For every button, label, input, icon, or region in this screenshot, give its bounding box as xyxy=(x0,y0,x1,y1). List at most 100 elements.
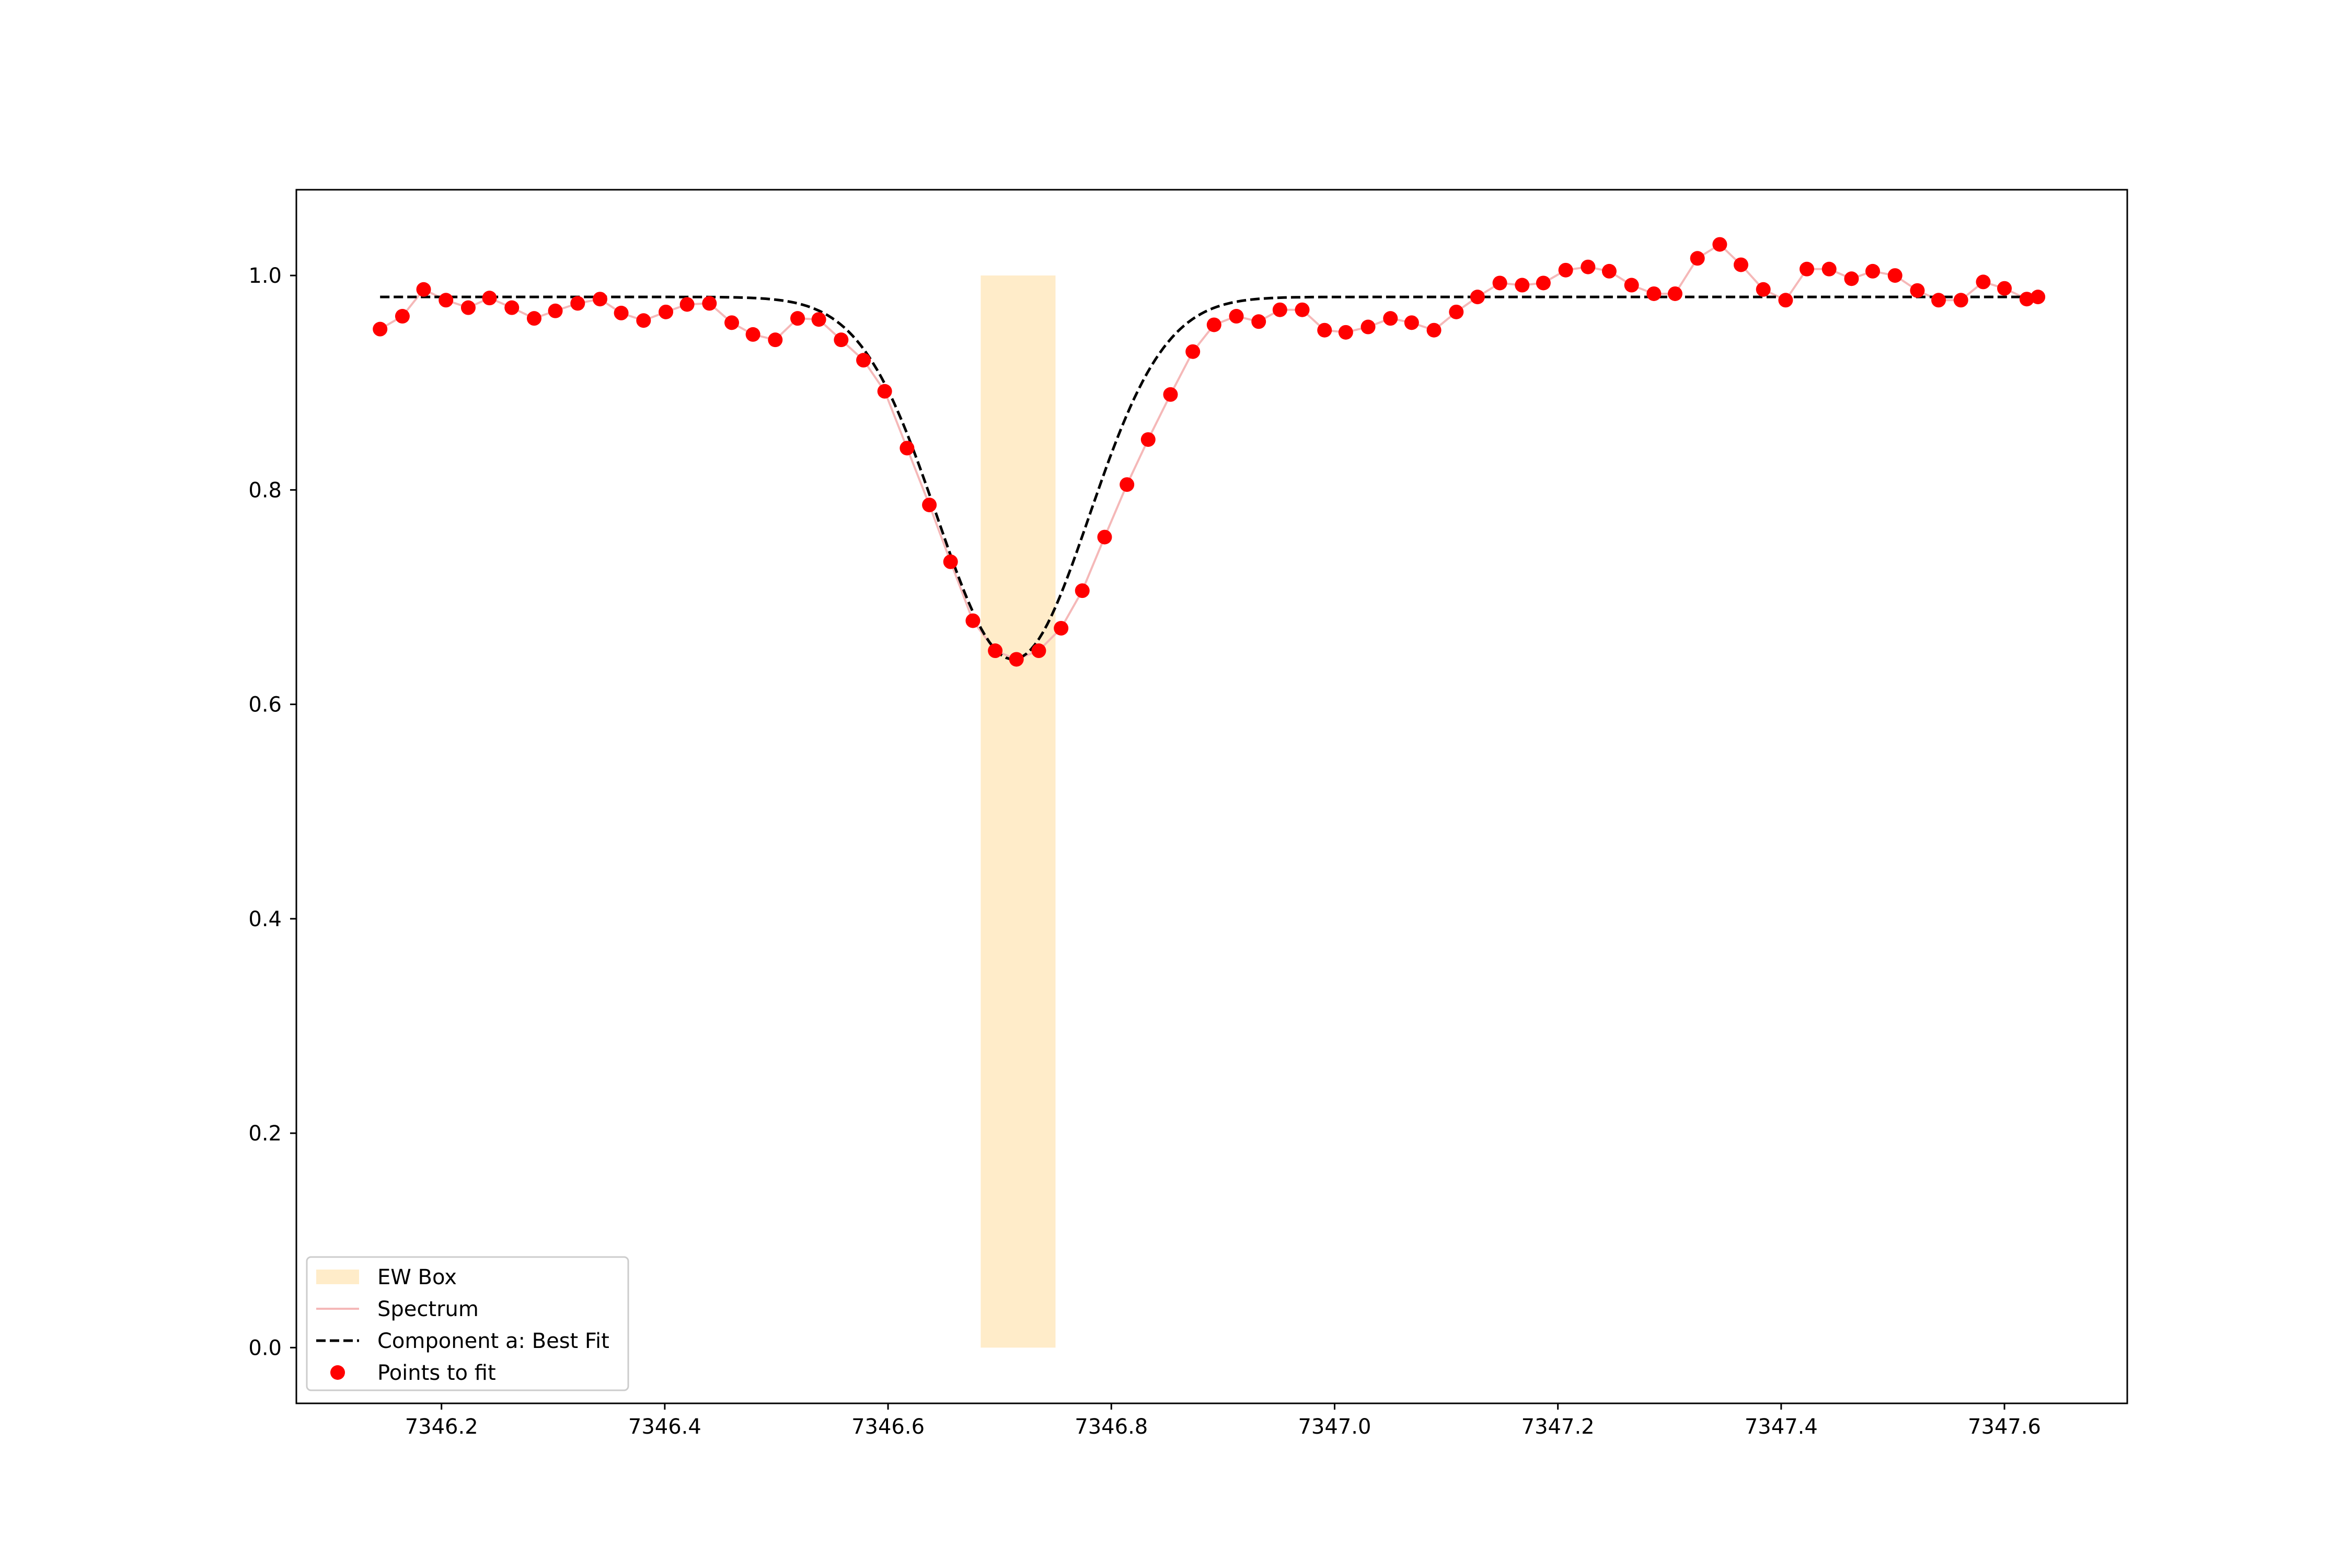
data-point xyxy=(1515,278,1530,293)
data-point xyxy=(1251,314,1266,329)
data-point xyxy=(2019,292,2034,307)
data-point xyxy=(1976,274,1991,290)
data-point xyxy=(570,296,585,311)
data-point xyxy=(1075,583,1090,598)
data-point xyxy=(1404,315,1419,330)
x-tick-label: 7347.0 xyxy=(1298,1415,1371,1439)
x-tick-label: 7346.2 xyxy=(405,1415,478,1439)
x-tick-label: 7346.6 xyxy=(851,1415,925,1439)
y-tick-label: 0.0 xyxy=(248,1336,282,1360)
data-point xyxy=(834,332,849,348)
data-point xyxy=(1426,322,1442,338)
data-point xyxy=(1317,322,1332,338)
data-point xyxy=(1383,311,1398,326)
data-point xyxy=(416,282,431,297)
ew-box xyxy=(981,275,1056,1348)
data-point xyxy=(1492,275,1507,291)
data-point xyxy=(965,613,981,628)
y-tick-label: 0.4 xyxy=(248,907,282,931)
legend-handle-points xyxy=(330,1365,345,1380)
data-point xyxy=(439,293,454,308)
data-point xyxy=(1185,344,1201,359)
data-point xyxy=(636,313,651,328)
data-point xyxy=(679,297,695,312)
data-point xyxy=(659,304,674,319)
data-point xyxy=(1844,271,1859,286)
data-point xyxy=(1953,293,1968,308)
axes-frame xyxy=(295,189,2128,1404)
data-point xyxy=(526,311,541,326)
data-point xyxy=(988,643,1003,659)
data-point xyxy=(1097,529,1112,545)
x-tick-label: 7346.8 xyxy=(1075,1415,1148,1439)
data-point xyxy=(460,300,476,315)
x-axis: 7346.2 7346.4 7346.6 7346.8 7347.0 7347.2 7347… xyxy=(405,1403,2041,1439)
best-fit-layer xyxy=(380,295,2038,661)
ew-box-layer xyxy=(981,275,1056,1348)
y-axis: 0.0 0.2 0.4 0.6 0.8 1.0 xyxy=(248,264,296,1360)
data-point xyxy=(1997,281,2012,296)
data-point xyxy=(1272,302,1287,317)
y-tick-label: 0.8 xyxy=(248,478,282,502)
data-point xyxy=(724,315,740,330)
y-tick-label: 0.6 xyxy=(248,693,282,717)
data-point xyxy=(1733,257,1748,272)
data-point xyxy=(790,311,805,326)
data-point xyxy=(1140,432,1156,447)
legend-label: Points to fit xyxy=(377,1361,496,1385)
data-point xyxy=(1031,643,1046,659)
x-tick-label: 7347.2 xyxy=(1521,1415,1595,1439)
data-point xyxy=(856,353,871,368)
data-point xyxy=(1009,652,1024,667)
data-point xyxy=(1536,275,1551,291)
data-point xyxy=(373,321,388,337)
data-point xyxy=(1163,387,1178,402)
data-point xyxy=(1931,293,1946,308)
data-point xyxy=(504,300,520,315)
data-point xyxy=(1054,620,1069,636)
data-point xyxy=(1910,283,1925,298)
legend-box xyxy=(306,1256,629,1391)
data-point xyxy=(745,327,760,342)
data-point xyxy=(768,332,783,348)
data-point xyxy=(1821,261,1837,276)
data-point xyxy=(1887,268,1903,283)
data-point xyxy=(1558,262,1573,278)
data-point xyxy=(1624,278,1639,293)
data-point xyxy=(1361,319,1376,335)
legend-label: Spectrum xyxy=(377,1297,479,1321)
data-point xyxy=(1206,317,1221,332)
data-point xyxy=(1581,259,1596,274)
data-point xyxy=(1690,251,1705,266)
data-point xyxy=(877,384,892,399)
data-point xyxy=(1601,263,1617,279)
data-point xyxy=(1120,477,1135,492)
data-point xyxy=(614,305,629,320)
data-point xyxy=(1646,286,1662,301)
data-point xyxy=(1470,290,1485,305)
best-fit-line xyxy=(380,295,2038,661)
data-point xyxy=(1865,263,1880,279)
legend-handle-ew-box xyxy=(316,1270,359,1284)
data-point xyxy=(811,312,826,327)
data-point xyxy=(395,309,410,324)
data-point xyxy=(592,292,607,307)
data-point xyxy=(2031,290,2046,305)
x-tick-label: 7347.4 xyxy=(1745,1415,1818,1439)
data-point xyxy=(900,441,915,456)
data-point xyxy=(1449,304,1464,319)
data-point xyxy=(922,498,937,513)
legend-label: EW Box xyxy=(377,1265,457,1289)
data-point xyxy=(1338,325,1353,340)
data-point xyxy=(1229,309,1244,324)
y-tick-label: 1.0 xyxy=(248,264,282,288)
data-point xyxy=(1778,293,1793,308)
legend-label: Component a: Best Fit xyxy=(377,1329,609,1353)
data-point xyxy=(702,296,717,311)
data-point xyxy=(1667,286,1682,301)
data-point xyxy=(1756,282,1771,297)
data-point xyxy=(548,303,563,318)
points-layer xyxy=(373,237,2046,667)
